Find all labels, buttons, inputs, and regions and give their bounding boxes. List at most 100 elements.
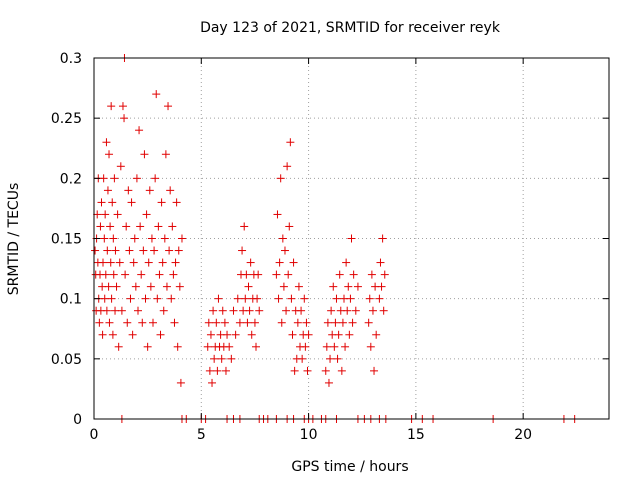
data-point xyxy=(100,294,109,303)
data-point xyxy=(109,270,118,279)
data-point xyxy=(171,258,180,267)
y-tick-label: 0.05 xyxy=(51,352,82,368)
data-point xyxy=(301,342,310,351)
data-point xyxy=(170,318,179,327)
data-point xyxy=(217,354,226,363)
data-point xyxy=(177,234,186,243)
data-point xyxy=(157,198,166,207)
x-tick-label: 10 xyxy=(300,427,318,443)
data-point xyxy=(145,186,154,195)
data-point xyxy=(141,294,150,303)
data-point xyxy=(323,318,332,327)
data-point xyxy=(153,294,162,303)
data-point xyxy=(253,294,262,303)
data-point xyxy=(283,162,292,171)
data-point xyxy=(332,294,341,303)
data-point xyxy=(337,366,346,375)
data-point xyxy=(154,222,163,231)
data-point xyxy=(133,306,142,315)
data-point xyxy=(254,270,263,279)
data-point xyxy=(334,330,343,339)
y-tick-label: 0.1 xyxy=(60,292,82,308)
data-point xyxy=(99,174,108,183)
data-point xyxy=(132,174,141,183)
data-point xyxy=(229,306,238,315)
data-point xyxy=(98,330,107,339)
x-axis-label: GPS time / hours xyxy=(291,459,408,475)
data-point xyxy=(110,174,119,183)
y-tick-label: 0 xyxy=(73,412,82,428)
data-point xyxy=(127,198,136,207)
data-point xyxy=(125,246,134,255)
data-point xyxy=(156,330,165,339)
data-point xyxy=(135,126,144,135)
data-point xyxy=(338,318,347,327)
data-point xyxy=(214,294,223,303)
data-point xyxy=(276,174,285,183)
data-point xyxy=(164,102,173,111)
data-point xyxy=(108,198,117,207)
data-point xyxy=(109,234,118,243)
data-point xyxy=(322,342,331,351)
data-point xyxy=(326,354,335,363)
data-point xyxy=(162,282,171,291)
x-tick-label: 5 xyxy=(197,427,206,443)
data-point xyxy=(208,378,217,387)
data-point xyxy=(300,294,309,303)
data-point xyxy=(289,258,298,267)
data-point xyxy=(106,222,115,231)
data-point xyxy=(212,318,221,327)
chart-title: Day 123 of 2021, SRMTID for receiver rey… xyxy=(200,20,501,36)
data-point xyxy=(209,306,218,315)
data-point xyxy=(353,282,362,291)
data-point xyxy=(91,246,100,255)
data-point xyxy=(284,270,293,279)
data-point xyxy=(250,318,259,327)
data-point xyxy=(367,270,376,279)
y-tick-label: 0.2 xyxy=(60,171,82,187)
data-point xyxy=(368,306,377,315)
data-point xyxy=(123,318,132,327)
data-point xyxy=(173,342,182,351)
data-point xyxy=(103,246,112,255)
data-point xyxy=(105,318,114,327)
data-point xyxy=(203,342,212,351)
data-point xyxy=(370,366,379,375)
data-point xyxy=(286,138,295,147)
data-point xyxy=(321,366,330,375)
data-point xyxy=(112,282,121,291)
data-point xyxy=(176,378,185,387)
data-point xyxy=(165,246,174,255)
data-point xyxy=(274,294,283,303)
data-point xyxy=(341,342,350,351)
data-point xyxy=(118,102,127,111)
data-point xyxy=(329,282,338,291)
data-point xyxy=(243,318,252,327)
data-point xyxy=(221,366,230,375)
data-point xyxy=(247,330,256,339)
data-point xyxy=(303,366,312,375)
data-point xyxy=(102,138,111,147)
data-point xyxy=(375,294,384,303)
data-point xyxy=(280,246,289,255)
data-point xyxy=(121,270,130,279)
data-point xyxy=(204,318,213,327)
data-point xyxy=(206,330,215,339)
data-point xyxy=(142,210,151,219)
data-point xyxy=(115,258,124,267)
data-point xyxy=(172,198,181,207)
data-point xyxy=(111,306,120,315)
data-point xyxy=(343,306,352,315)
data-point xyxy=(380,270,389,279)
data-point xyxy=(124,186,133,195)
x-tick-label: 15 xyxy=(407,427,425,443)
data-point xyxy=(379,306,388,315)
data-point xyxy=(160,234,169,243)
data-point xyxy=(150,246,159,255)
data-point xyxy=(106,258,115,267)
x-axis-ticks: 0 5 10 15 20 xyxy=(90,58,532,443)
data-point xyxy=(174,246,183,255)
data-point xyxy=(372,330,381,339)
data-point xyxy=(152,90,161,99)
data-point xyxy=(366,342,375,351)
